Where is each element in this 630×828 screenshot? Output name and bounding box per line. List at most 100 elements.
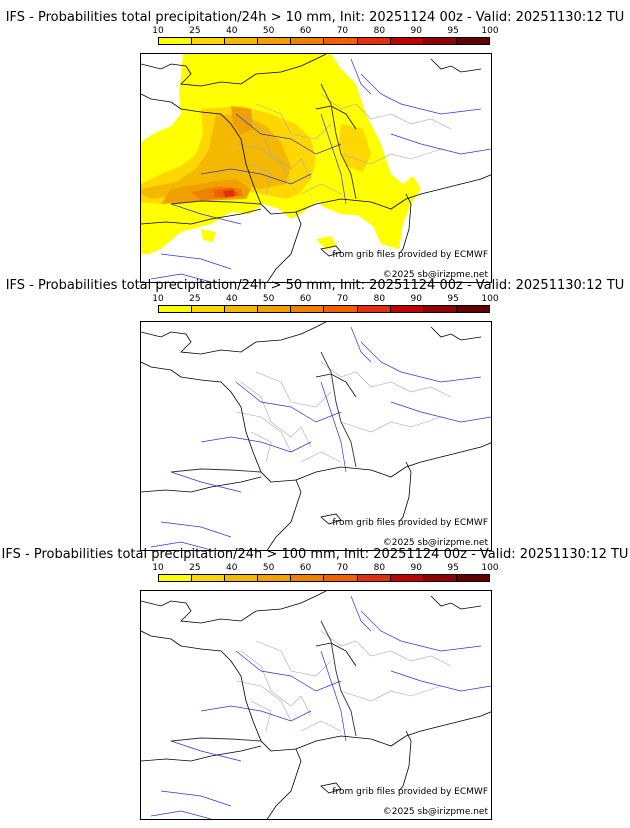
map-svg [141,322,491,550]
map-svg [141,54,491,282]
national-borders [170,620,357,752]
scale-tick-label: 95 [447,294,459,304]
scale-color-bar [158,37,490,45]
scale-tick-label: 25 [189,294,201,304]
scale-tick-label: 70 [336,294,349,304]
copyright-credit: ©2025 sb@irizpme.net [382,807,488,817]
probability-color-scale: 10 25 40 50 60 70 80 90 95 100 [152,294,499,314]
scale-tick-label: 40 [226,26,238,36]
scale-swatch [324,38,358,44]
probability-color-scale: 10 25 40 50 60 70 80 90 95 100 [152,563,499,583]
scale-tick-label: 60 [299,563,312,573]
scale-swatch [390,306,424,312]
rivers [150,58,491,282]
source-credit: from grib files provided by ECMWF [332,518,488,528]
scale-tick-label: 80 [373,26,386,36]
scale-swatch [258,575,292,581]
forecast-panel-50mm: IFS - Probabilities total precipitation/… [0,276,630,551]
scale-swatch [357,306,391,312]
copyright-credit: ©2025 sb@irizpme.net [382,538,488,548]
precipitation-probability-field [141,54,421,254]
rivers [150,595,491,819]
scale-tick-label: 90 [410,294,422,304]
scale-swatch [423,575,457,581]
scale-swatch [291,38,325,44]
copyright-credit: ©2025 sb@irizpme.net [382,270,488,280]
scale-swatch [192,38,226,44]
scale-color-bar [158,574,490,582]
coastlines [141,591,491,819]
precip-area-50pct [231,106,253,134]
scale-swatch [225,38,259,44]
scale-swatch [258,306,292,312]
scale-color-bar [158,305,490,313]
precipitation-map: from grib files provided by ECMWF ©2025 … [140,590,492,820]
scale-tick-label: 80 [373,294,386,304]
scale-swatch [423,306,457,312]
scale-swatch [225,575,259,581]
scale-tick-label: 95 [447,563,459,573]
scale-tick-label: 25 [189,563,201,573]
scale-tick-label: 10 [152,26,164,36]
scale-tick-label: 10 [152,563,164,573]
scale-tick-label: 70 [336,26,349,36]
scale-tick-label: 100 [481,294,499,304]
scale-swatch [192,306,226,312]
scale-swatch [357,575,391,581]
scale-swatch [258,38,292,44]
scale-swatch [456,38,489,44]
scale-swatch [324,306,358,312]
scale-tick-label: 50 [262,563,275,573]
scale-tick-label: 60 [299,26,312,36]
coastlines [141,322,491,550]
scale-swatch [390,575,424,581]
scale-tick-label: 100 [481,26,499,36]
panel-title: IFS - Probabilities total precipitation/… [5,278,625,293]
scale-swatch [357,38,391,44]
panel-title: IFS - Probabilities total precipitation/… [5,10,625,25]
scale-swatch [291,306,325,312]
scale-tick-label: 90 [410,563,422,573]
precip-area-40pct [141,114,291,199]
scale-swatch [456,306,489,312]
scale-swatch [324,575,358,581]
scale-tick-label: 70 [336,563,349,573]
admin-borders [235,630,452,732]
scale-tick-label: 40 [226,563,238,573]
map-svg [141,591,491,819]
precipitation-map: from grib files provided by ECMWF ©2025 … [140,321,492,551]
scale-tick-label: 50 [262,26,275,36]
source-credit: from grib files provided by ECMWF [332,250,488,260]
scale-tick-label: 25 [189,26,201,36]
precip-area-80pct [223,190,235,197]
panel-title: IFS - Probabilities total precipitation/… [1,547,629,562]
forecast-panel-100mm: IFS - Probabilities total precipitation/… [0,545,630,820]
precipitation-map: from grib files provided by ECMWF ©2025 … [140,53,492,283]
precip-area-10pct [201,229,216,242]
scale-swatch [225,306,259,312]
precip-area-10pct [321,194,373,216]
scale-tick-label: 80 [373,563,386,573]
rivers [150,326,491,550]
admin-borders [235,361,452,463]
scale-swatch [390,38,424,44]
scale-swatch [192,575,226,581]
scale-swatch [456,575,489,581]
precip-area-25pct [339,124,371,172]
national-borders [170,351,357,483]
scale-swatch [423,38,457,44]
scale-tick-label: 40 [226,294,238,304]
scale-swatch [291,575,325,581]
probability-color-scale: 10 25 40 50 60 70 80 90 95 100 [152,26,499,46]
scale-tick-label: 10 [152,294,164,304]
scale-tick-label: 90 [410,26,422,36]
admin-borders [235,93,452,195]
scale-tick-label: 50 [262,294,275,304]
forecast-panel-10mm: IFS - Probabilities total precipitation/… [0,8,630,283]
scale-tick-label: 100 [481,563,499,573]
scale-tick-label: 95 [447,26,459,36]
source-credit: from grib files provided by ECMWF [332,787,488,797]
scale-swatch [159,306,193,312]
scale-swatch [159,575,193,581]
national-borders [170,83,357,215]
